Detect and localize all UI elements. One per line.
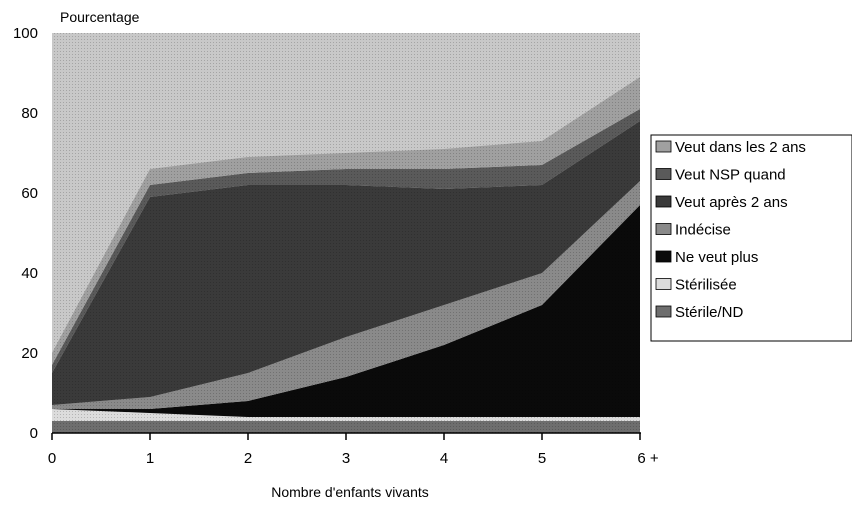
x-tick-label: 3 [342,450,350,467]
y-tick-label: 0 [30,425,38,442]
legend-swatch [655,168,672,180]
y-tick-label: 60 [21,185,38,202]
legend-swatch [655,305,672,318]
x-tick-label: 1 [146,450,154,467]
y-tick-label: 100 [13,25,38,42]
y-tick-label: 80 [21,105,38,122]
legend-label: Veut dans les 2 ans [675,139,806,156]
y-tick-label: 40 [21,265,38,282]
x-axis-title: Nombre d'enfants vivants [271,484,429,500]
legend-label: Indécise [675,222,731,239]
legend-box [650,134,852,342]
legend-label: Ne veut plus [675,249,758,266]
legend-label: Stérile/ND [675,304,744,321]
x-tick-label: 2 [244,450,252,467]
y-tick-labels: 0 20 40 60 80 100 [13,25,38,442]
legend-swatch [655,223,672,235]
x-tick-label: 6 + [637,450,659,467]
chart-title: Pourcentage [60,9,140,25]
legend-label: Veut après 2 ans [675,194,788,211]
legend-swatch [655,278,672,290]
legend-swatch [655,195,672,208]
legend-swatch [655,140,672,153]
plot-texture [52,33,640,433]
legend-swatch [655,250,672,263]
legend: Veut dans les 2 ans Veut NSP quand Veut ap… [650,134,852,342]
axes [51,432,641,440]
legend-label: Veut NSP quand [675,167,786,184]
x-tick-labels: 0 1 2 3 4 5 6 + [48,450,659,467]
legend-label: Stérilisée [675,277,737,294]
x-tick-label: 0 [48,450,56,467]
x-tick-label: 5 [538,450,546,467]
y-tick-label: 20 [21,345,38,362]
x-tick-label: 4 [440,450,448,467]
